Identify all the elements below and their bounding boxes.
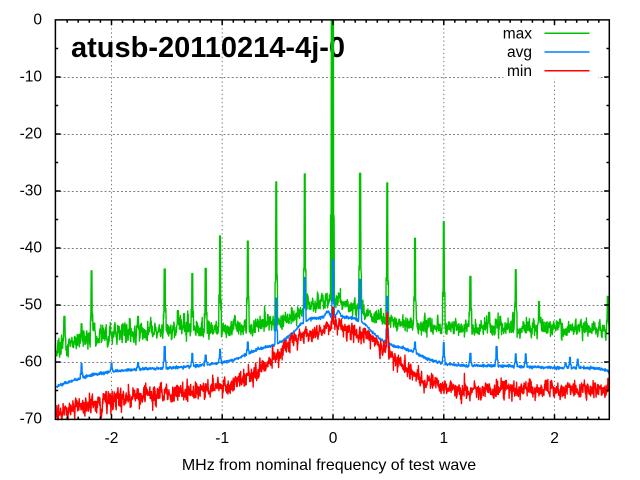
svg-text:min: min: [507, 63, 532, 80]
svg-text:atusb-20110214-4j-0: atusb-20110214-4j-0: [71, 32, 345, 64]
svg-text:0: 0: [33, 12, 42, 29]
svg-text:-40: -40: [20, 240, 43, 257]
svg-text:0: 0: [329, 430, 338, 447]
svg-text:1: 1: [439, 430, 448, 447]
svg-text:max: max: [503, 26, 533, 43]
svg-text:-2: -2: [105, 430, 119, 447]
svg-text:-20: -20: [20, 126, 43, 143]
svg-text:avg: avg: [507, 44, 532, 61]
svg-text:-60: -60: [20, 354, 43, 371]
svg-text:-30: -30: [20, 183, 43, 200]
svg-text:-10: -10: [20, 69, 43, 86]
svg-text:-70: -70: [20, 411, 43, 428]
svg-text:MHz from nominal frequency of: MHz from nominal frequency of test wave: [182, 457, 476, 474]
svg-text:2: 2: [550, 430, 559, 447]
svg-text:-50: -50: [20, 297, 43, 314]
svg-text:-1: -1: [215, 430, 229, 447]
